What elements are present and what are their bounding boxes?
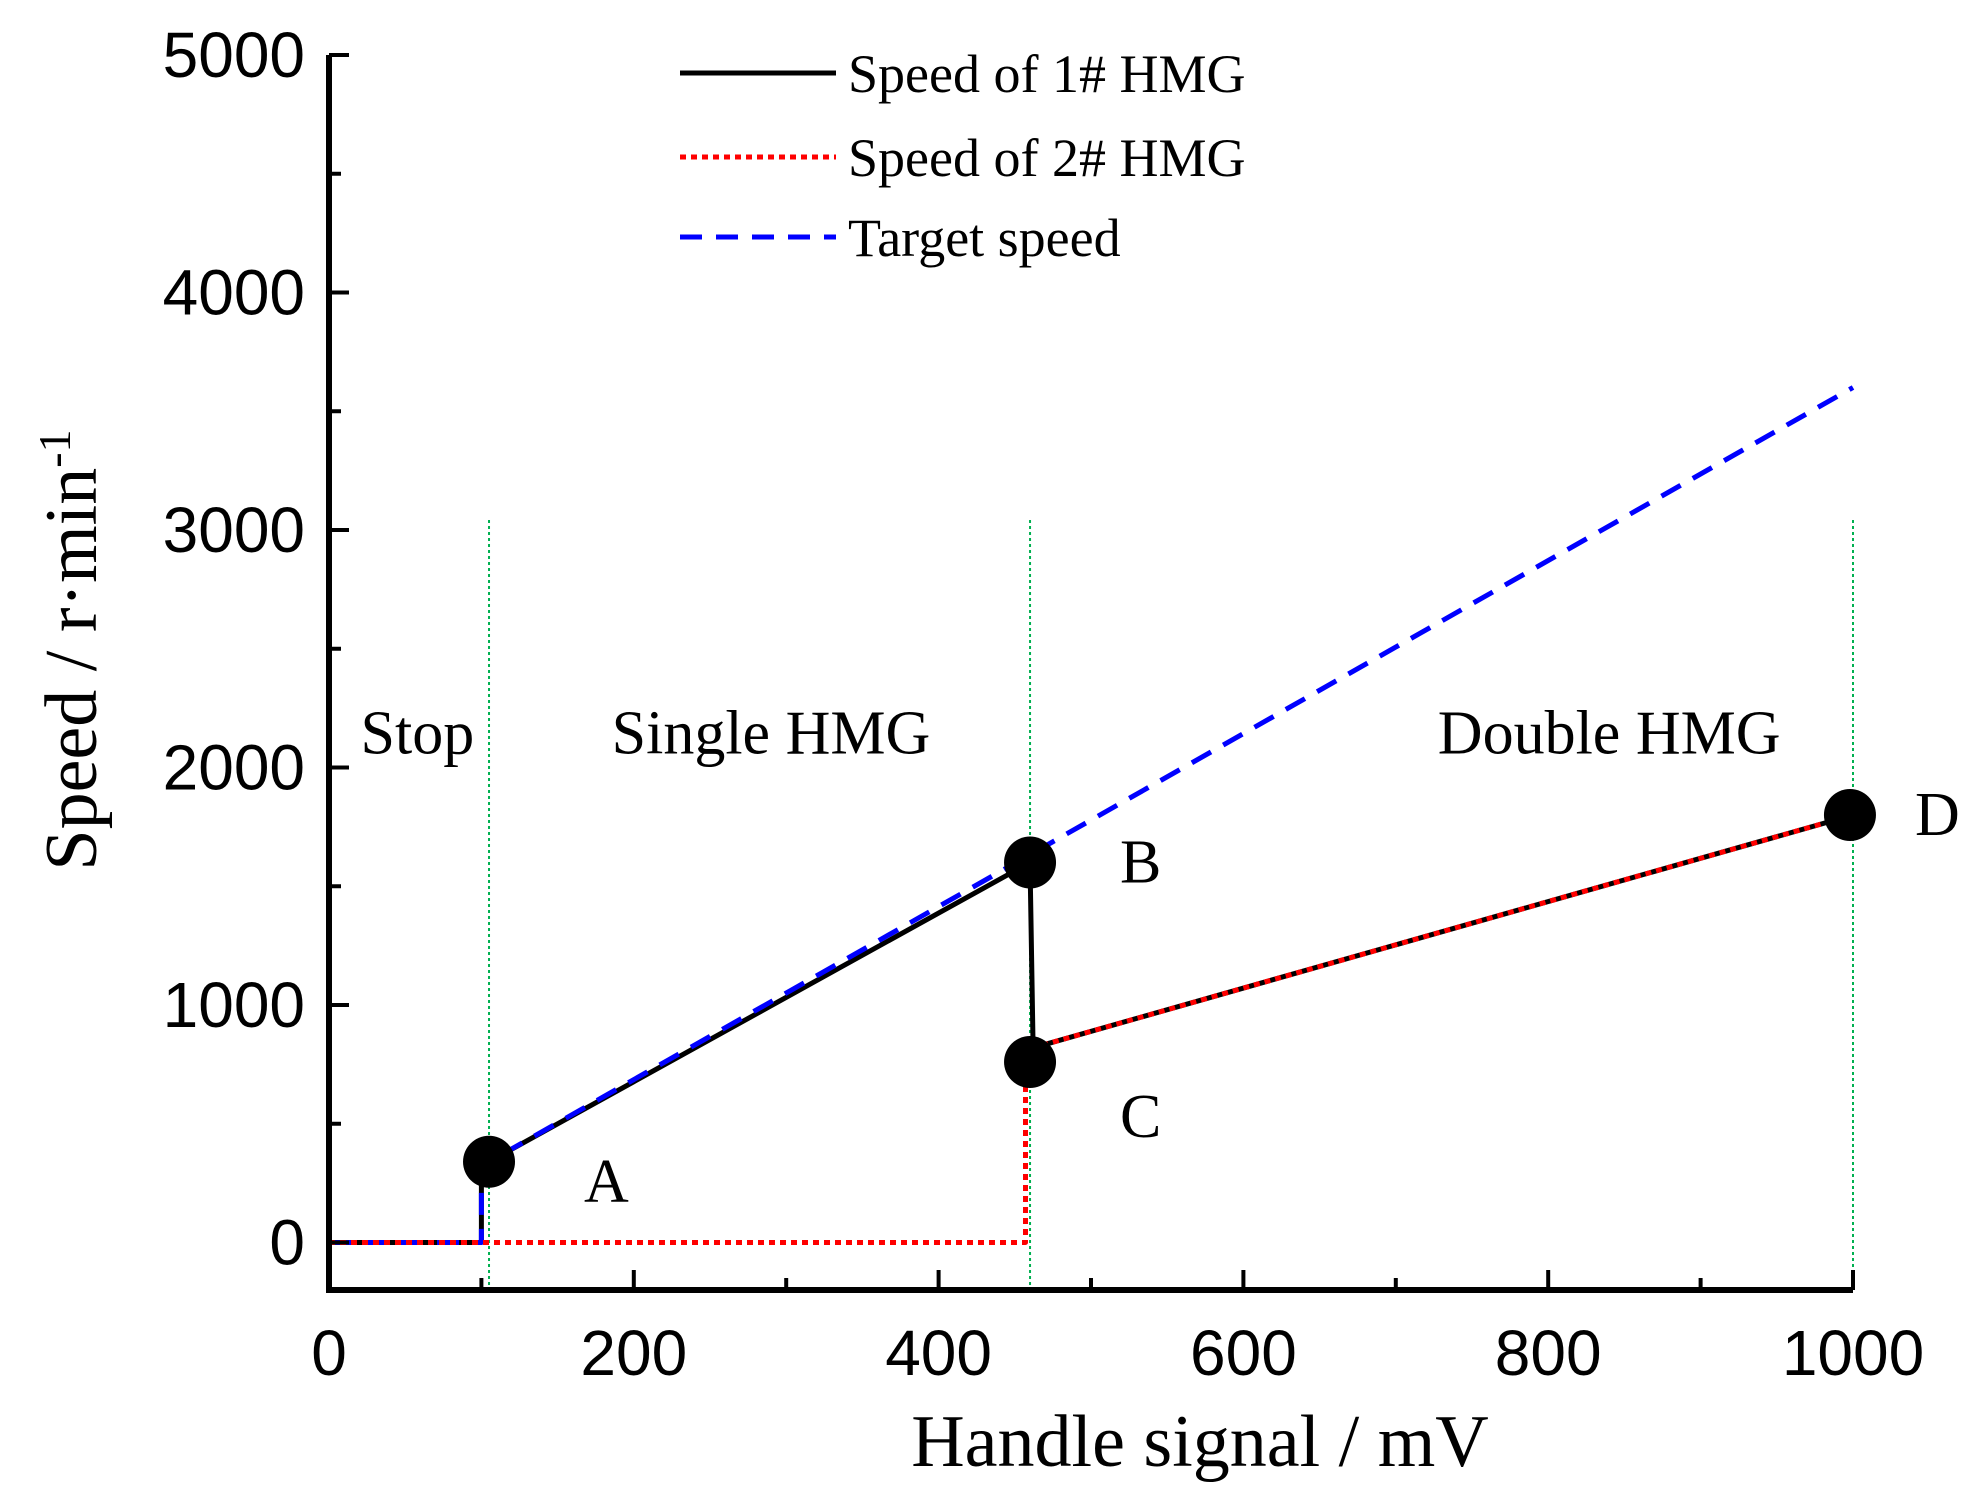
y-axis-title: Speed / r·min-1 [29,429,113,870]
x-tick-label-0: 0 [311,1317,347,1389]
region-label-0: Stop [361,699,475,767]
y-tick-label-0: 0 [269,1207,305,1279]
x-tick-label-2: 400 [885,1317,992,1389]
point-label-B: B [1120,829,1161,897]
point-label-A: A [584,1148,629,1216]
legend: Speed of 1# HMG Speed of 2# HMG Target s… [680,44,1245,268]
legend-label-target-speed: Target speed [848,208,1121,268]
x-tick-label-1: 200 [580,1317,687,1389]
series-line-2 [329,385,1855,1245]
region-label-2: Double HMG [1438,699,1781,767]
x-axis-title: Handle signal / mV [911,1401,1489,1483]
y-axis-title-main: Speed / r·min [31,468,113,871]
series-line-1 [329,812,1854,1245]
y-tick-label-4: 4000 [163,257,305,329]
x-tick-label-5: 1000 [1782,1317,1924,1389]
point-marker-B [1004,836,1057,889]
y-axis-title-superscript: -1 [29,429,80,467]
y-tick-label-2: 2000 [163,732,305,804]
y-tick-label-1: 1000 [163,969,305,1041]
region-label-1: Single HMG [612,699,931,767]
point-label-D: D [1915,781,1960,849]
plot-area: A B C D Stop Single HMG Double HMG [329,385,1960,1290]
legend-label-speed-1: Speed of 1# HMG [848,44,1245,104]
point-marker-D [1823,789,1876,841]
point-marker-A [463,1135,516,1188]
point-label-C: C [1120,1083,1161,1151]
axes: 0 200 400 600 800 1000 0 1000 2000 3000 4000 5000 [163,19,1925,1389]
x-tick-label-4: 800 [1495,1317,1602,1389]
y-tick-label-3: 3000 [163,494,305,566]
point-marker-C [1004,1036,1057,1088]
x-tick-label-3: 600 [1190,1317,1297,1389]
legend-label-speed-2: Speed of 2# HMG [848,128,1245,188]
y-tick-label-5: 5000 [163,19,305,91]
